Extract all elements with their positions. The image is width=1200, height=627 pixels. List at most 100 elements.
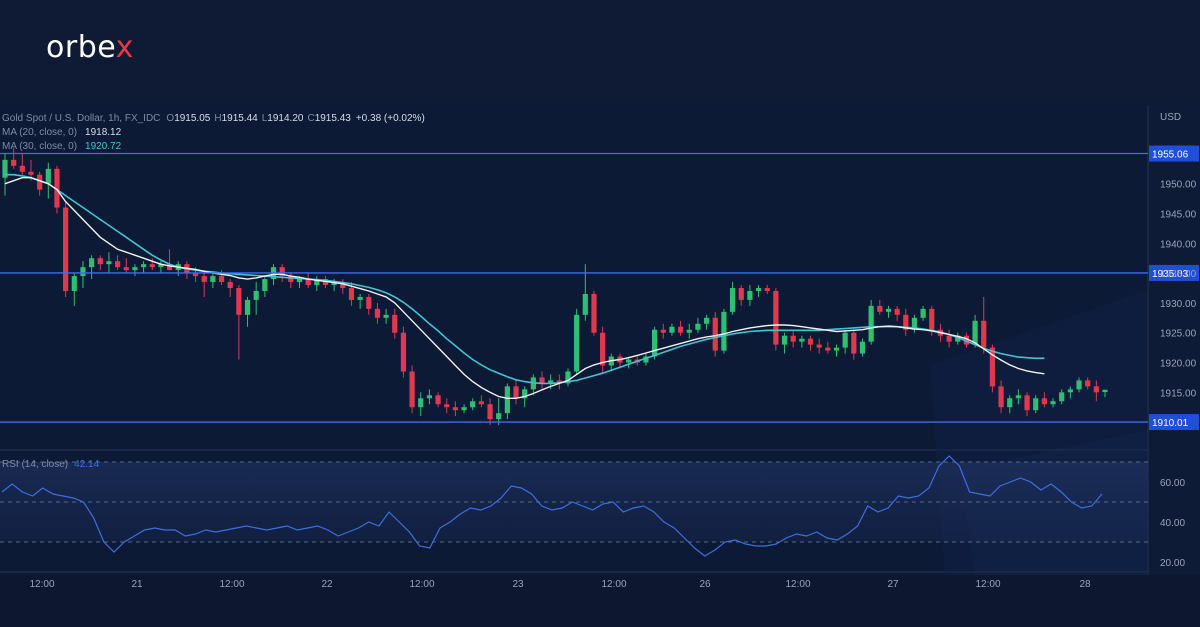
price-tick-label: 1915.00: [1160, 388, 1197, 399]
candle-down: [903, 314, 909, 330]
candle-up: [747, 290, 753, 300]
moving-averages: [4, 173, 1045, 399]
candle-down: [28, 171, 34, 175]
candle-down: [97, 258, 103, 265]
rsi-line: [1, 455, 1103, 557]
candle-up: [626, 359, 632, 363]
candle-down: [981, 320, 987, 348]
candle-down: [115, 261, 121, 268]
candle-down: [539, 377, 545, 384]
candle-down: [963, 335, 970, 345]
horizontal-levels: 1955.06 1935.03 1910.01: [0, 145, 1199, 431]
time-tick-label: 22: [321, 579, 333, 590]
level-label: 1935.03: [1152, 269, 1189, 280]
candle-up: [158, 264, 164, 268]
candle-down: [218, 276, 225, 283]
legend-ma30: MA (30, close, 0) 1920.72: [2, 141, 122, 152]
candle-up: [383, 314, 389, 318]
price-tick-label: 1920.00: [1160, 359, 1197, 370]
candle-up: [1102, 389, 1108, 393]
candle-down: [435, 395, 441, 405]
candle-down: [19, 165, 25, 172]
candle-up: [1050, 401, 1056, 405]
candle-up: [1007, 398, 1013, 408]
candle-down: [400, 332, 407, 372]
rsi-tick-label: 40.00: [1160, 518, 1185, 529]
candle-down: [790, 335, 796, 342]
candle-up: [686, 329, 692, 333]
candle-down: [192, 273, 199, 277]
candle-down: [851, 332, 857, 354]
candle-up: [1059, 392, 1065, 402]
candle-up: [972, 320, 978, 345]
time-tick-label: 12:00: [601, 579, 626, 590]
candles: [2, 147, 1108, 426]
legend-ma30-label: MA (30, close, 0): [2, 141, 77, 152]
candle-down: [374, 308, 381, 318]
candle-down: [149, 264, 155, 268]
time-tick-label: 28: [1079, 579, 1091, 590]
level-tag: [1149, 414, 1199, 431]
candle-up: [799, 338, 805, 342]
candle-up: [755, 288, 762, 291]
candle-down: [340, 282, 346, 288]
level-label: 1910.01: [1152, 418, 1189, 429]
candle-down: [1041, 398, 1047, 405]
candle-up: [244, 299, 251, 315]
candle-down: [773, 290, 779, 345]
candle-down: [929, 308, 935, 330]
candle-down: [660, 329, 666, 333]
candle-up: [781, 335, 788, 345]
candle-up: [1076, 380, 1082, 390]
candle-down: [227, 282, 233, 288]
ma20-line: [4, 177, 1045, 399]
candle-down: [1093, 386, 1099, 393]
candle-down: [764, 288, 770, 291]
price-tick-label: 1925.00: [1160, 329, 1197, 340]
candle-down: [487, 404, 493, 420]
candle-down: [894, 308, 900, 315]
candle-down: [279, 267, 285, 277]
legend-rsi-value: 42.14: [74, 459, 99, 470]
price-axis-panel: [1148, 106, 1200, 575]
level-label: 1955.06: [1152, 150, 1189, 161]
candle-up: [565, 371, 571, 384]
legend-symbol: Gold Spot / U.S. Dollar, 1h, FX_IDC: [2, 113, 160, 124]
candle-up: [1015, 395, 1021, 399]
candle-up: [357, 296, 363, 300]
candle-up: [833, 347, 840, 351]
currency-label: USD: [1160, 112, 1181, 123]
candle-down: [807, 338, 814, 345]
candle-up: [426, 395, 433, 399]
candle-up: [331, 282, 337, 286]
candle-down: [1085, 380, 1091, 387]
candle-up: [296, 279, 303, 283]
candle-up: [868, 305, 874, 342]
legend-o-label: O: [166, 113, 174, 124]
time-axis: 12:00 21 12:00 22 12:00 23 12:00 26 12:00 27 12:00…: [29, 579, 1091, 590]
candle-down: [63, 207, 69, 291]
candle-down: [877, 305, 883, 312]
candle-up: [729, 288, 736, 312]
candle-down: [452, 407, 458, 411]
candle-up: [669, 326, 675, 333]
candle-down: [989, 347, 995, 387]
price-axis: 1950.00 1945.00 1940.00 1935.00 1930.00 1925.…: [1160, 180, 1197, 569]
candle-down: [409, 371, 415, 408]
candle-down: [816, 344, 822, 348]
price-tick-label: 1950.00: [1160, 180, 1197, 191]
level-tag: [1149, 145, 1199, 162]
candle-up: [45, 168, 51, 184]
price-tick-label: 1945.00: [1160, 209, 1197, 220]
candle-up: [262, 279, 268, 291]
candle-down: [825, 347, 831, 351]
candle-up: [253, 290, 259, 300]
legend-open: 1915.05: [174, 113, 211, 124]
candle-up: [71, 276, 77, 291]
legend-ma20-value: 1918.12: [85, 127, 122, 138]
candle-down: [556, 380, 562, 384]
candle-up: [695, 323, 701, 330]
candle-down: [478, 401, 484, 405]
legend-ma30-value: 1920.72: [85, 141, 122, 152]
time-tick-label: 23: [512, 579, 524, 590]
